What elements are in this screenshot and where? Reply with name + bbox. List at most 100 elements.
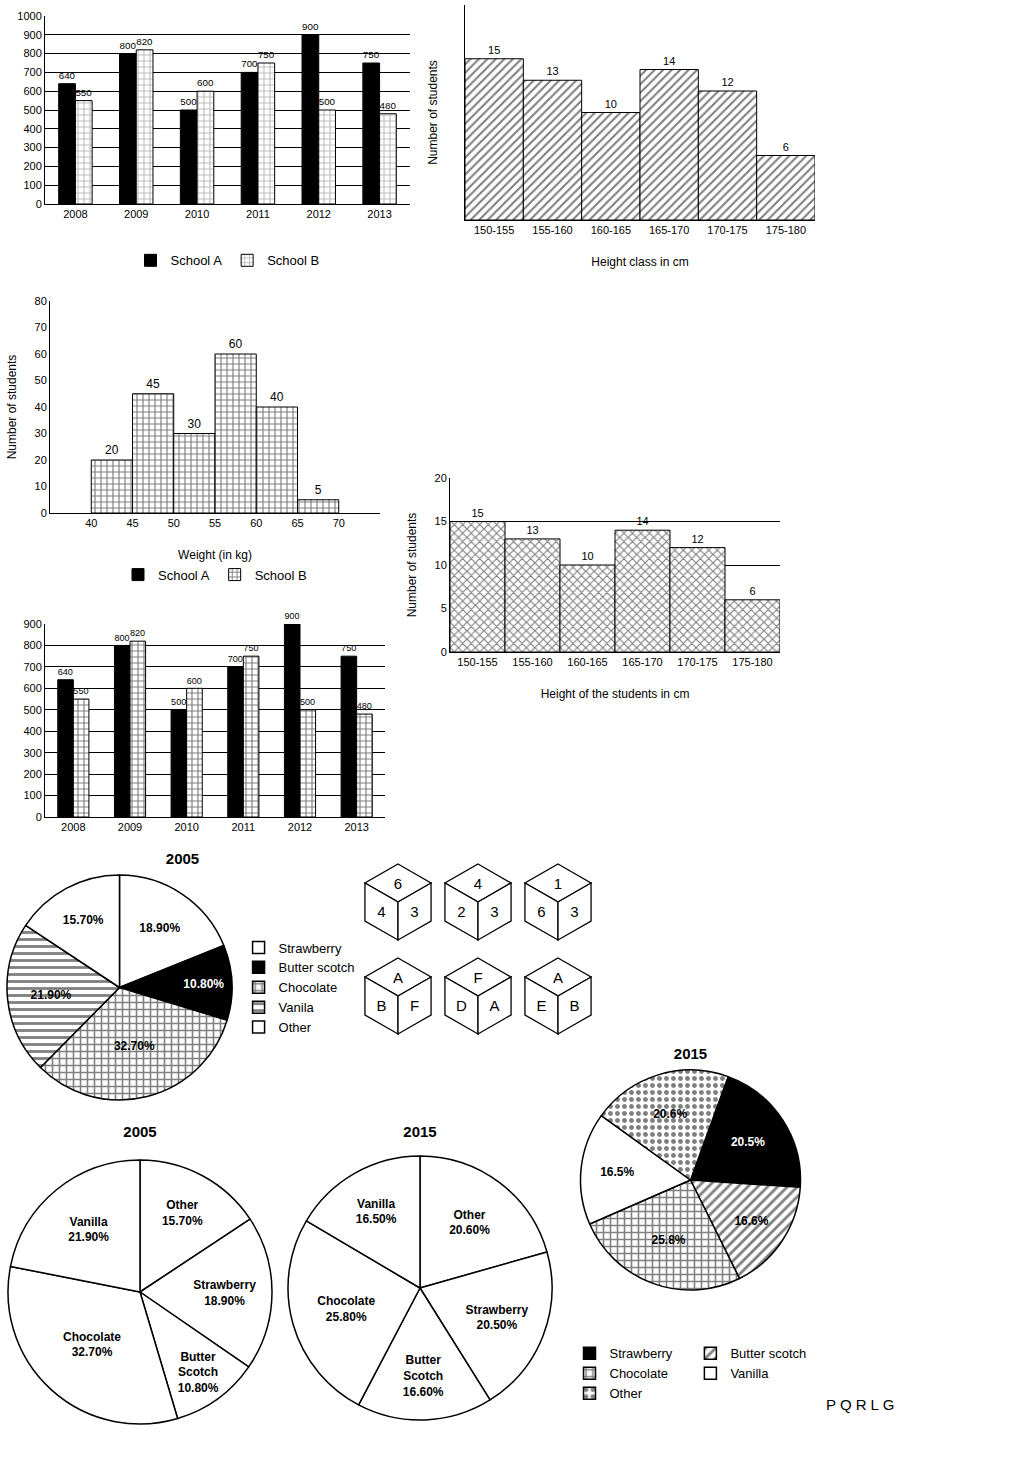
svg-text:300: 300 (23, 141, 41, 153)
svg-text:2: 2 (457, 903, 465, 920)
svg-text:750: 750 (363, 49, 380, 60)
svg-text:500: 500 (300, 697, 315, 707)
svg-text:2005: 2005 (123, 1123, 156, 1140)
svg-text:400: 400 (23, 123, 41, 135)
svg-text:ButterScotch16.60%: ButterScotch16.60% (403, 1353, 444, 1398)
svg-text:School B: School B (267, 253, 319, 268)
svg-text:Weight (in kg): Weight (in kg) (178, 548, 252, 562)
svg-text:Height of the students in cm: Height of the students in cm (541, 687, 690, 701)
svg-text:175-180: 175-180 (732, 656, 772, 668)
svg-text:550: 550 (75, 87, 92, 98)
svg-text:60: 60 (229, 337, 243, 351)
svg-text:700: 700 (228, 654, 243, 664)
svg-text:B: B (570, 997, 580, 1014)
svg-text:170-175: 170-175 (707, 224, 747, 236)
svg-text:1000: 1000 (17, 10, 41, 22)
svg-text:Strawberry20.50%: Strawberry20.50% (465, 1303, 528, 1333)
svg-text:0: 0 (441, 646, 447, 658)
svg-text:150-155: 150-155 (457, 656, 497, 668)
svg-text:16.5%: 16.5% (600, 1165, 634, 1179)
svg-text:800: 800 (120, 40, 137, 51)
svg-text:800: 800 (23, 47, 41, 59)
svg-text:160-165: 160-165 (591, 224, 631, 236)
svg-text:Vanilla16.50%: Vanilla16.50% (356, 1197, 397, 1227)
svg-text:Height class in cm: Height class in cm (591, 255, 688, 269)
svg-text:6: 6 (749, 585, 755, 597)
svg-text:600: 600 (197, 77, 214, 88)
svg-text:Chocolate: Chocolate (279, 980, 338, 995)
svg-text:2010: 2010 (185, 208, 209, 220)
svg-text:B: B (376, 997, 386, 1014)
svg-text:3: 3 (410, 903, 418, 920)
svg-text:6: 6 (783, 141, 789, 153)
svg-text:500: 500 (23, 104, 41, 116)
svg-text:750: 750 (341, 643, 356, 653)
svg-text:18.90%: 18.90% (139, 921, 180, 935)
svg-text:750: 750 (243, 643, 258, 653)
svg-text:16.6%: 16.6% (734, 1214, 768, 1228)
svg-text:65: 65 (291, 517, 303, 529)
svg-text:A: A (553, 969, 563, 986)
svg-text:900: 900 (302, 21, 319, 32)
svg-text:500: 500 (171, 697, 186, 707)
svg-text:2008: 2008 (61, 821, 85, 833)
svg-text:500: 500 (180, 96, 197, 107)
svg-text:45: 45 (146, 377, 160, 391)
svg-text:55: 55 (209, 517, 221, 529)
svg-text:32.70%: 32.70% (114, 1039, 155, 1053)
svg-text:10: 10 (435, 559, 447, 571)
svg-text:600: 600 (23, 682, 41, 694)
svg-text:40: 40 (35, 401, 47, 413)
svg-text:10.80%: 10.80% (183, 977, 224, 991)
svg-text:50: 50 (168, 517, 180, 529)
svg-text:4: 4 (377, 903, 385, 920)
svg-text:550: 550 (73, 686, 88, 696)
svg-text:1: 1 (554, 875, 562, 892)
svg-text:200: 200 (23, 768, 41, 780)
svg-text:Strawberry: Strawberry (279, 941, 342, 956)
svg-text:21.90%: 21.90% (31, 988, 72, 1002)
svg-text:A: A (393, 969, 403, 986)
svg-text:60: 60 (250, 517, 262, 529)
svg-text:2008: 2008 (63, 208, 87, 220)
svg-text:14: 14 (663, 55, 675, 67)
svg-text:20: 20 (105, 443, 119, 457)
svg-text:70: 70 (35, 321, 47, 333)
svg-text:40: 40 (270, 390, 284, 404)
svg-text:600: 600 (23, 85, 41, 97)
svg-text:155-160: 155-160 (512, 656, 552, 668)
svg-text:6: 6 (537, 903, 545, 920)
svg-text:900: 900 (284, 611, 299, 621)
svg-text:2013: 2013 (344, 821, 368, 833)
svg-text:Vanila: Vanila (279, 1000, 315, 1015)
svg-text:40: 40 (85, 517, 97, 529)
svg-text:D: D (456, 997, 467, 1014)
svg-text:150-155: 150-155 (474, 224, 514, 236)
svg-text:300: 300 (23, 747, 41, 759)
svg-text:2012: 2012 (307, 208, 331, 220)
svg-text:500: 500 (319, 96, 336, 107)
svg-text:Number of students: Number of students (5, 355, 19, 460)
svg-text:170-175: 170-175 (677, 656, 717, 668)
svg-text:750: 750 (258, 49, 275, 60)
svg-text:Chocolate25.80%: Chocolate25.80% (317, 1294, 375, 1324)
svg-text:640: 640 (58, 667, 73, 677)
svg-text:E: E (536, 997, 546, 1014)
svg-text:6: 6 (394, 875, 402, 892)
svg-text:820: 820 (130, 628, 145, 638)
svg-text:F: F (410, 997, 419, 1014)
svg-text:12: 12 (721, 76, 733, 88)
svg-text:60: 60 (35, 348, 47, 360)
svg-text:900: 900 (23, 29, 41, 41)
svg-text:200: 200 (23, 160, 41, 172)
svg-text:Butter scotch: Butter scotch (730, 1346, 806, 1361)
svg-text:12: 12 (691, 533, 703, 545)
svg-text:0: 0 (41, 507, 47, 519)
svg-text:30: 30 (188, 417, 202, 431)
svg-text:5: 5 (441, 602, 447, 614)
svg-text:13: 13 (546, 65, 558, 77)
svg-text:15: 15 (435, 515, 447, 527)
svg-text:10: 10 (581, 550, 593, 562)
svg-text:20: 20 (35, 454, 47, 466)
svg-text:School B: School B (255, 568, 307, 583)
